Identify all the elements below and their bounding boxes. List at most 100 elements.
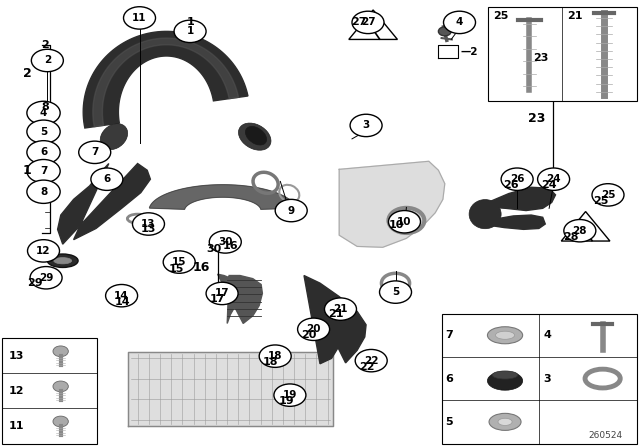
Text: 22: 22 [364,356,378,366]
Circle shape [592,184,624,206]
Text: 18: 18 [262,357,278,367]
Circle shape [209,231,241,253]
Text: 25: 25 [493,11,508,21]
Text: 30: 30 [218,237,232,247]
Circle shape [274,384,306,406]
Circle shape [124,7,156,29]
Text: 3: 3 [362,121,370,130]
Text: 13: 13 [8,351,24,361]
Circle shape [132,213,164,235]
FancyBboxPatch shape [488,7,637,101]
Text: 26: 26 [510,174,524,184]
Text: 4: 4 [543,330,551,340]
Polygon shape [479,187,556,229]
Text: 19: 19 [278,396,294,406]
Text: 28: 28 [563,233,579,242]
Polygon shape [349,10,397,39]
Text: 29: 29 [28,278,43,288]
Polygon shape [561,211,610,241]
Circle shape [275,199,307,222]
Text: 2: 2 [41,40,49,50]
Text: 1: 1 [186,26,194,36]
Ellipse shape [47,254,78,267]
Circle shape [53,346,68,357]
Text: 11: 11 [8,421,24,431]
Text: 12: 12 [8,386,24,396]
Text: 14: 14 [115,291,129,301]
Text: 260524: 260524 [588,431,622,440]
Polygon shape [83,31,248,128]
Text: 5: 5 [392,287,399,297]
Text: 10: 10 [397,217,412,227]
Polygon shape [339,161,445,247]
Circle shape [302,320,325,336]
Text: —2: —2 [461,47,478,56]
Text: 3: 3 [543,374,550,383]
Circle shape [206,282,238,305]
Circle shape [106,284,138,307]
Ellipse shape [492,371,518,379]
FancyBboxPatch shape [442,314,637,444]
Circle shape [298,318,330,340]
Circle shape [259,345,291,367]
Circle shape [27,159,60,183]
Circle shape [438,27,451,36]
Text: 26: 26 [503,180,518,190]
Ellipse shape [488,371,523,390]
Polygon shape [128,352,333,426]
Text: 11: 11 [132,13,147,23]
Circle shape [27,120,60,143]
Text: 24: 24 [547,174,561,184]
Text: 25: 25 [601,190,615,200]
Text: 23: 23 [527,112,545,125]
FancyBboxPatch shape [2,338,97,444]
Circle shape [31,49,63,72]
Text: 7: 7 [40,166,47,176]
Text: 29: 29 [39,273,53,283]
Text: 20: 20 [307,324,321,334]
Text: 23: 23 [533,53,548,63]
Circle shape [564,220,596,242]
Ellipse shape [489,414,521,431]
Circle shape [79,141,111,164]
Text: 19: 19 [283,390,297,400]
Text: 21: 21 [333,304,348,314]
Ellipse shape [488,327,523,344]
Text: 5: 5 [445,417,453,427]
Circle shape [538,168,570,190]
Circle shape [28,240,60,262]
Circle shape [355,349,387,372]
Polygon shape [58,164,150,244]
Polygon shape [150,185,296,209]
Polygon shape [304,276,366,364]
Text: 27: 27 [351,17,366,27]
Circle shape [163,251,195,273]
Circle shape [324,298,356,320]
Polygon shape [93,38,239,127]
Text: 17: 17 [210,294,225,304]
Text: 24: 24 [541,180,557,190]
Text: 16: 16 [192,261,210,275]
Circle shape [350,114,382,137]
Text: 2: 2 [22,67,31,81]
Text: 14: 14 [115,297,131,307]
Circle shape [30,267,62,289]
Circle shape [27,101,60,125]
Text: 4: 4 [40,108,47,118]
Ellipse shape [239,123,271,150]
Text: 6: 6 [103,174,111,184]
Text: 22: 22 [359,362,374,372]
Circle shape [27,141,60,164]
Ellipse shape [54,258,72,264]
Circle shape [53,381,68,392]
Text: 10: 10 [389,220,404,230]
Text: 27: 27 [361,17,375,27]
Text: 6: 6 [445,374,453,383]
Text: 17: 17 [215,289,229,298]
Circle shape [388,211,420,233]
Circle shape [27,180,60,203]
Text: 15: 15 [172,257,186,267]
Circle shape [352,11,384,34]
Ellipse shape [100,124,127,150]
Text: 1: 1 [22,164,31,177]
